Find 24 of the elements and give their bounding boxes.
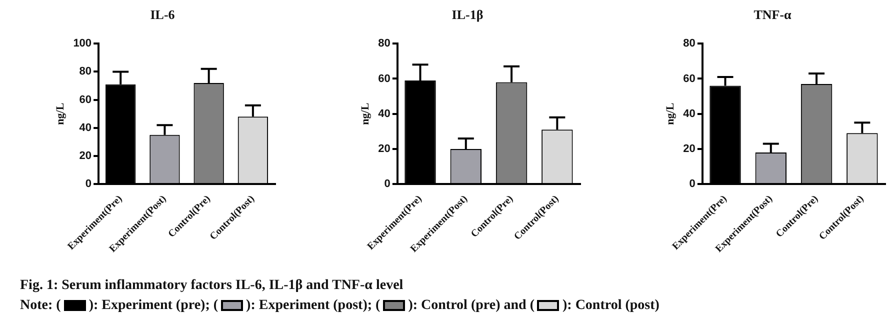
y-axis-title: ng/L xyxy=(664,102,676,125)
y-axis-title: ng/L xyxy=(54,102,66,125)
y-tick-label: 20 xyxy=(683,143,696,156)
y-tick-label: 60 xyxy=(378,72,390,85)
chart-title: TNF-α xyxy=(754,7,792,22)
y-axis-title: ng/L xyxy=(359,102,372,125)
y-tick-label: 0 xyxy=(85,178,92,190)
y-tick-label: 80 xyxy=(79,66,92,78)
caption: Fig. 1: Serum inflammatory factors IL-6, IL-1β and TNF-α level xyxy=(20,278,404,294)
y-tick-label: 80 xyxy=(378,38,390,50)
y-tick-label: 40 xyxy=(378,108,390,120)
y-tick-label: 20 xyxy=(79,150,92,162)
y-tick-label: 40 xyxy=(79,122,92,134)
text: Note: ( ): Experiment (pre); ( ): Experiment (post); ( ): Control (pre) and ( ): Control (post) xyxy=(20,298,660,313)
y-tick-label: 40 xyxy=(683,108,696,120)
chart-title: IL-6 xyxy=(150,7,176,22)
y-tick-label: 100 xyxy=(73,38,92,50)
y-tick-label: 60 xyxy=(683,72,696,85)
y-tick-label: 80 xyxy=(683,38,696,50)
y-tick-label: 20 xyxy=(378,143,390,156)
y-tick-label: 0 xyxy=(384,178,390,190)
y-tick-label: 60 xyxy=(79,94,92,106)
chart-title: IL-1β xyxy=(452,7,484,22)
y-tick-label: 0 xyxy=(689,178,696,190)
